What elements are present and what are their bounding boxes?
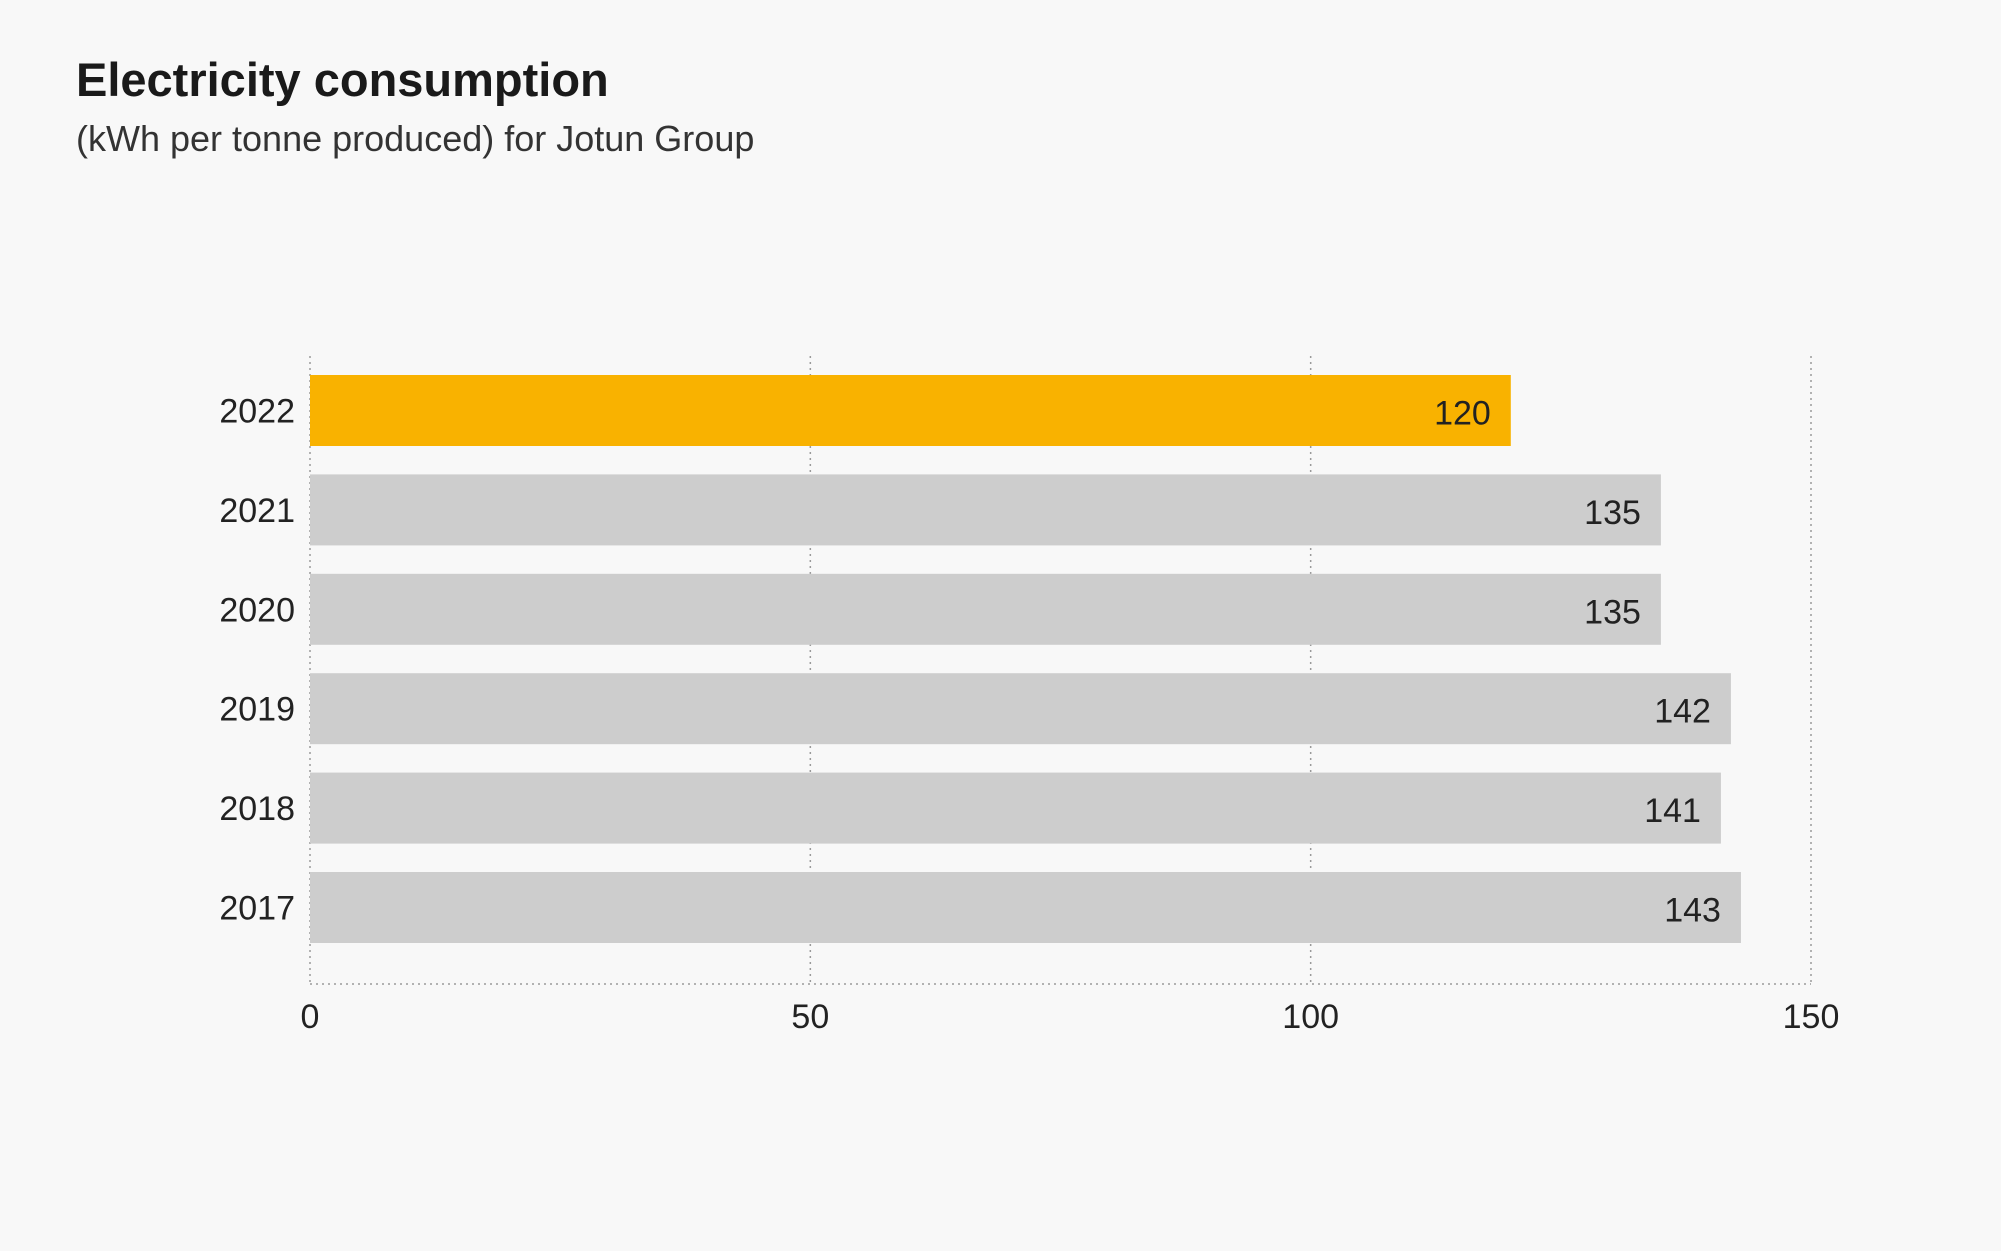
x-tick-label-100: 100 — [1282, 998, 1339, 1036]
value-label-2018: 141 — [1644, 792, 1701, 830]
category-label-2020: 2020 — [219, 591, 295, 629]
value-label-2020: 135 — [1584, 593, 1641, 631]
bars — [310, 375, 1741, 943]
chart-title: Electricity consumption — [76, 53, 609, 106]
bar-2022 — [310, 375, 1511, 446]
bar-2020 — [310, 573, 1661, 645]
value-label-2019: 142 — [1654, 693, 1711, 731]
bar-2021 — [310, 474, 1661, 546]
bar-2018 — [310, 772, 1721, 844]
category-label-2021: 2021 — [219, 492, 295, 530]
chart-subtitle: (kWh per tonne produced) for Jotun Group — [76, 118, 755, 159]
x-tick-label-0: 0 — [301, 998, 320, 1036]
labels: 0 50 100 150 2022 120 2021 135 2020 135 2019 142 201… — [219, 393, 1839, 1037]
value-label-2022: 120 — [1434, 395, 1491, 433]
category-label-2022: 2022 — [219, 393, 295, 431]
category-label-2019: 2019 — [219, 691, 295, 729]
bar-2019 — [310, 673, 1731, 745]
x-tick-label-50: 50 — [791, 998, 829, 1036]
category-label-2018: 2018 — [219, 790, 295, 828]
bar-2017 — [310, 872, 1741, 943]
category-label-2017: 2017 — [219, 890, 295, 928]
value-label-2017: 143 — [1664, 892, 1721, 930]
x-tick-label-150: 150 — [1783, 998, 1840, 1036]
value-label-2021: 135 — [1584, 494, 1641, 532]
